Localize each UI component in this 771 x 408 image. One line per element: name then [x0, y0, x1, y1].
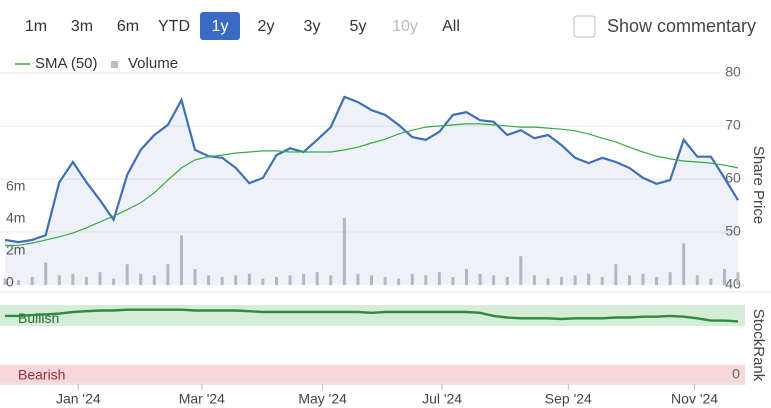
range-button[interactable]: YTD — [158, 18, 190, 35]
volume-bar — [682, 243, 686, 285]
zone-label: Bearish — [18, 367, 65, 383]
range-button[interactable]: 3y — [304, 18, 321, 35]
range-button[interactable]: 10y — [392, 18, 418, 35]
y2-tick-label: 6m — [6, 178, 25, 194]
commentary-checkbox[interactable] — [573, 15, 596, 38]
volume-bar — [587, 273, 591, 285]
volume-bar — [30, 277, 34, 285]
volume-bar — [655, 277, 659, 285]
range-button[interactable]: 1m — [25, 18, 47, 35]
volume-bar — [614, 264, 618, 285]
volume-bar — [315, 272, 319, 285]
volume-bar — [356, 273, 360, 285]
volume-bar — [437, 272, 441, 285]
range-button[interactable]: 6m — [117, 18, 139, 35]
volume-bar — [668, 272, 672, 285]
series-line — [4, 95, 739, 244]
y-tick-label: 50 — [725, 223, 741, 239]
range-button[interactable]: 5y — [350, 18, 367, 35]
volume-bar — [722, 269, 726, 285]
range-button[interactable]: 1y — [212, 18, 229, 35]
volume-bar — [478, 273, 482, 285]
x-tick-label: Jan '24 — [56, 391, 101, 407]
x-tick-label: May '24 — [298, 391, 347, 407]
volume-bar — [627, 275, 631, 285]
volume-bar — [98, 272, 102, 285]
volume-bar — [410, 273, 414, 285]
volume-bar — [451, 277, 455, 285]
volume-bar — [532, 275, 536, 285]
rank-zone — [0, 365, 745, 383]
x-tick-label: Mar '24 — [179, 391, 225, 407]
x-tick-label: Nov '24 — [671, 391, 718, 407]
volume-bar — [465, 269, 469, 285]
volume-bar — [505, 277, 509, 285]
y2-tick-label: 4m — [6, 210, 25, 226]
x-tick-label: Jul '24 — [422, 391, 462, 407]
volume-bar — [641, 273, 645, 285]
range-button[interactable]: All — [442, 18, 460, 35]
legend-label: Volume — [128, 55, 178, 72]
volume-bar — [234, 275, 238, 285]
y-tick-label: 70 — [725, 117, 741, 133]
volume-bar — [125, 264, 129, 285]
volume-bar — [492, 275, 496, 285]
x-tick-label: Sep '24 — [545, 391, 592, 407]
legend-swatch — [111, 61, 118, 68]
volume-bar — [71, 273, 75, 285]
range-button[interactable]: 3m — [71, 18, 93, 35]
volume-bar — [193, 269, 197, 285]
y-tick-label: 60 — [725, 170, 741, 186]
range-button-bg[interactable] — [200, 12, 240, 40]
volume-bar — [397, 278, 401, 285]
volume-bar — [288, 275, 292, 285]
rank-zone — [0, 305, 745, 327]
series-line — [5, 308, 739, 323]
price-area — [5, 96, 738, 286]
volume-bar — [695, 275, 699, 285]
volume-bar — [329, 275, 333, 285]
volume-bar — [152, 275, 156, 285]
y-tick-label: 0 — [732, 366, 740, 382]
volume-bar — [179, 235, 183, 285]
volume-bar — [57, 275, 61, 285]
range-button[interactable]: 2y — [258, 18, 275, 35]
volume-bar — [424, 275, 428, 285]
volume-bar — [274, 277, 278, 285]
volume-bar — [3, 278, 7, 285]
y-axis-title: Share Price — [750, 146, 767, 224]
volume-bar — [560, 277, 564, 285]
volume-bar — [261, 278, 265, 285]
volume-bar — [44, 262, 48, 285]
volume-bar — [546, 278, 550, 285]
volume-bar — [207, 275, 211, 285]
volume-bar — [166, 264, 170, 285]
volume-bar — [736, 272, 740, 285]
volume-bar — [370, 275, 373, 285]
legend-label: SMA (50) — [35, 55, 98, 72]
volume-bar — [302, 273, 306, 285]
volume-bar — [112, 278, 116, 285]
y-axis-title: StockRank — [750, 309, 767, 382]
volume-bar — [84, 277, 88, 285]
series-line — [5, 123, 739, 246]
volume-bar — [17, 280, 21, 285]
volume-bar — [600, 277, 604, 285]
volume-bar — [139, 273, 143, 285]
volume-bar — [342, 217, 346, 285]
volume-bar — [383, 277, 387, 285]
y2-tick-label: 0 — [6, 274, 14, 290]
volume-bar — [519, 256, 523, 285]
zone-label: Bullish — [18, 310, 59, 326]
volume-bar — [709, 278, 713, 285]
y-tick-label: 80 — [725, 64, 741, 80]
volume-bar — [220, 277, 224, 285]
volume-bar — [573, 275, 577, 285]
commentary-label: Show commentary — [607, 16, 756, 36]
volume-bar — [247, 273, 251, 285]
